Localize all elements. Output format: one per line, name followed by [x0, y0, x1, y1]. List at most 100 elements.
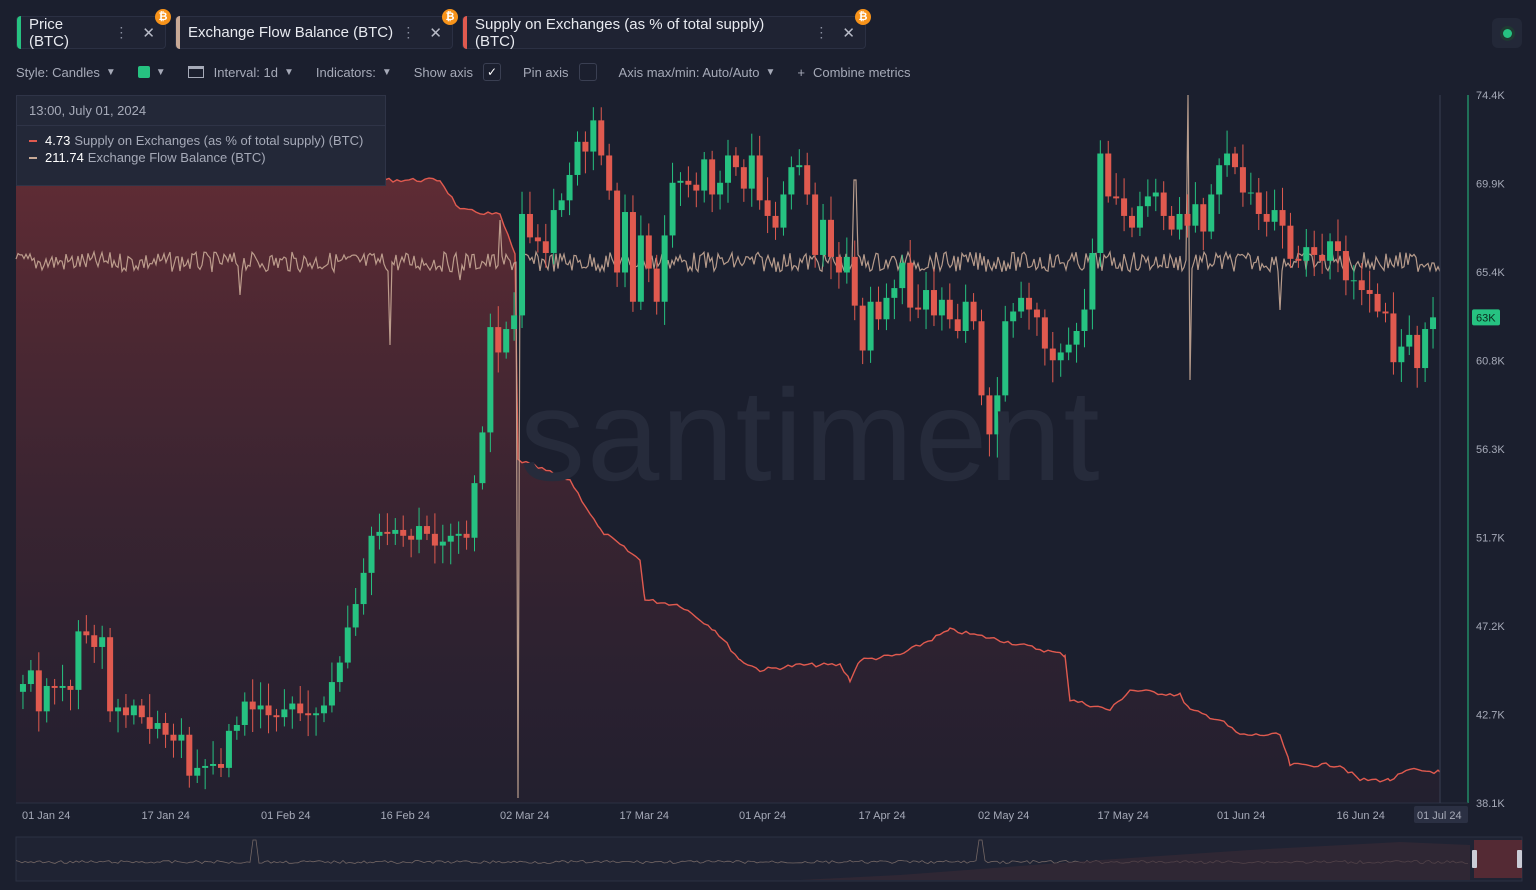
plus-icon: + — [797, 64, 805, 80]
candle-body — [178, 734, 185, 741]
close-icon[interactable]: ✕ — [429, 24, 442, 42]
candle-body — [19, 684, 26, 692]
candle — [859, 297, 866, 365]
tab-color-bar — [176, 16, 180, 49]
candle-body — [1422, 329, 1429, 369]
more-icon[interactable]: ⋮ — [114, 24, 129, 40]
close-icon[interactable]: ✕ — [142, 24, 155, 42]
candle — [455, 521, 462, 554]
color-dropdown[interactable]: ▼ — [137, 66, 166, 78]
navigator-supply-area — [16, 842, 1470, 880]
candle-body — [344, 627, 351, 663]
style-dropdown[interactable]: Style: Candles ▼ — [16, 65, 116, 80]
show-axis-toggle[interactable]: Show axis ✓ — [414, 63, 502, 81]
candle — [257, 682, 264, 729]
indicators-dropdown[interactable]: Indicators: ▼ — [316, 65, 392, 80]
tab-supply-on-exchanges[interactable]: Supply on Exchanges (as % of total suppl… — [462, 9, 871, 50]
supply-area — [16, 178, 1440, 803]
candle-body — [1026, 297, 1033, 310]
candle — [1311, 230, 1318, 277]
candle-body — [923, 290, 930, 310]
candle — [1113, 173, 1120, 205]
candle-body — [519, 213, 526, 316]
tab-price[interactable]: Price (BTC) ⋮ ✕ ₿ — [16, 9, 171, 50]
x-tick-label: 01 Apr 24 — [739, 810, 786, 822]
candle — [1129, 207, 1136, 238]
candle — [606, 143, 613, 200]
candle-body — [1160, 192, 1167, 216]
status-dot-icon — [1502, 28, 1512, 38]
candle-body — [1430, 317, 1437, 330]
candle — [1033, 302, 1040, 336]
candle — [19, 674, 26, 710]
candle — [479, 426, 486, 490]
candle-body — [1152, 192, 1159, 197]
checkmark-icon[interactable]: ✓ — [483, 63, 502, 81]
tab-label: Supply on Exchanges (as % of total suppl… — [474, 15, 765, 50]
x-tick-highlight — [1414, 806, 1468, 823]
candle — [1026, 282, 1033, 330]
candle-body — [289, 703, 296, 710]
candle — [408, 528, 415, 558]
candle-body — [376, 531, 383, 536]
candle — [1430, 297, 1437, 349]
candle-body — [257, 705, 264, 710]
candle-body — [938, 299, 945, 316]
candle — [1327, 233, 1334, 280]
candle — [1097, 140, 1104, 267]
candle-body — [265, 705, 272, 716]
candle-body — [1081, 309, 1088, 331]
candle — [130, 699, 137, 725]
candle-body — [827, 219, 834, 257]
candle-body — [843, 256, 850, 273]
candle-body — [701, 159, 708, 191]
pin-axis-toggle[interactable]: Pin axis — [523, 63, 597, 81]
status-button[interactable] — [1492, 18, 1522, 48]
more-icon[interactable]: ⋮ — [814, 24, 829, 40]
candle-body — [503, 329, 510, 353]
y-tick-label: 42.7K — [1476, 710, 1505, 722]
candle — [313, 707, 320, 736]
candle-body — [1327, 241, 1334, 261]
checkbox-icon[interactable] — [578, 63, 597, 81]
candle — [709, 150, 716, 213]
candle — [1105, 140, 1112, 203]
candle-body — [1065, 344, 1072, 353]
tooltip-value: 4.73 — [45, 133, 71, 148]
candle — [99, 625, 106, 669]
candle — [1041, 309, 1048, 366]
candle-body — [1049, 348, 1056, 361]
axis-maxmin-dropdown[interactable]: Axis max/min: Auto/Auto ▼ — [619, 65, 776, 80]
candle-body — [115, 707, 122, 712]
candle-body — [748, 155, 755, 189]
candle — [281, 689, 288, 727]
candle — [574, 131, 581, 186]
candle-body — [1121, 198, 1128, 216]
candle — [217, 748, 225, 777]
close-icon[interactable]: ✕ — [842, 24, 855, 42]
candle — [1422, 322, 1429, 383]
candle-body — [653, 268, 660, 302]
candle-body — [511, 315, 518, 330]
candle — [701, 152, 708, 203]
interval-dropdown[interactable]: Interval: 1d ▼ — [187, 65, 294, 80]
tab-exchange-flow[interactable]: Exchange Flow Balance (BTC) ⋮ ✕ ₿ — [175, 9, 458, 49]
candle — [471, 475, 478, 552]
candle — [1002, 305, 1009, 402]
candle — [83, 615, 90, 644]
y-tick-label: 56.3K — [1476, 444, 1505, 456]
x-tick-label: 17 May 24 — [1098, 810, 1149, 822]
candle — [289, 696, 296, 729]
candle-body — [796, 165, 803, 168]
candle-body — [1382, 311, 1389, 314]
candle-body — [1168, 215, 1175, 230]
candle — [1208, 184, 1215, 240]
candle-body — [574, 141, 581, 175]
candle-body — [645, 235, 652, 269]
combine-metrics-button[interactable]: + Combine metrics — [797, 65, 910, 80]
candle-body — [970, 301, 977, 322]
candle-body — [408, 535, 415, 540]
candle — [614, 182, 621, 287]
more-icon[interactable]: ⋮ — [401, 24, 416, 40]
